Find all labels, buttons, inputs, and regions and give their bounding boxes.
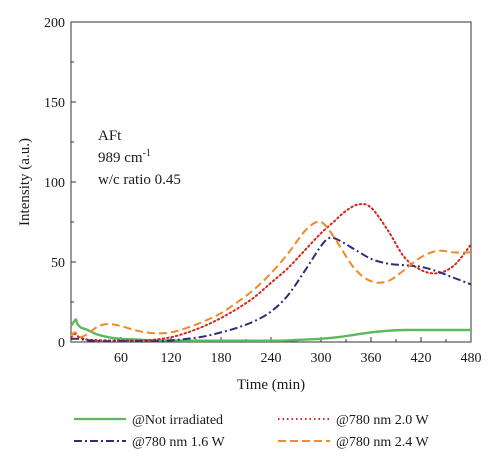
series-line-2-4w <box>70 220 472 339</box>
legend-label-2-4w: @780 nm 2.4 W <box>336 435 430 450</box>
x-tick-label: 120 <box>161 351 182 366</box>
series-line-2-0w <box>70 203 472 342</box>
annotation-line-2-sup: -1 <box>143 148 151 159</box>
y-tick-label: 50 <box>51 256 65 271</box>
annotation-line-2: 989 cm-1 <box>98 148 151 166</box>
annotation: AFt 989 cm-1 w/c ratio 0.45 <box>98 128 181 188</box>
annotation-line-2-base: 989 cm <box>98 150 143 166</box>
legend: @Not irradiated @780 nm 2.0 W @780 nm 1.… <box>74 413 430 450</box>
x-tick-label: 480 <box>461 351 482 366</box>
y-tick-label: 0 <box>58 336 65 351</box>
series-line-1-6w <box>70 236 472 343</box>
legend-label-1-6w: @780 nm 1.6 W <box>132 435 226 450</box>
y-tick-label: 150 <box>44 96 65 111</box>
x-tick-label: 300 <box>311 351 332 366</box>
legend-label-not-irradiated: @Not irradiated <box>132 413 223 428</box>
y-tick-label: 200 <box>44 16 65 31</box>
series-line-not-irradiated <box>70 318 471 342</box>
x-tick-label: 60 <box>114 351 128 366</box>
x-tick-label: 420 <box>411 351 432 366</box>
axis-ticks: 0 50 100 150 200 60 120 180 240 300 360 420 480 <box>44 16 482 366</box>
series-lines <box>70 203 472 343</box>
legend-label-2-0w: @780 nm 2.0 W <box>336 413 430 428</box>
x-tick-label: 240 <box>261 351 282 366</box>
y-axis-title: Intensity (a.u.) <box>17 138 33 226</box>
x-axis-title: Time (min) <box>237 377 305 393</box>
y-tick-label: 100 <box>44 176 65 191</box>
annotation-line-1: AFt <box>98 128 122 144</box>
x-tick-label: 360 <box>361 351 382 366</box>
annotation-line-3: w/c ratio 0.45 <box>98 172 181 188</box>
x-tick-label: 180 <box>211 351 232 366</box>
